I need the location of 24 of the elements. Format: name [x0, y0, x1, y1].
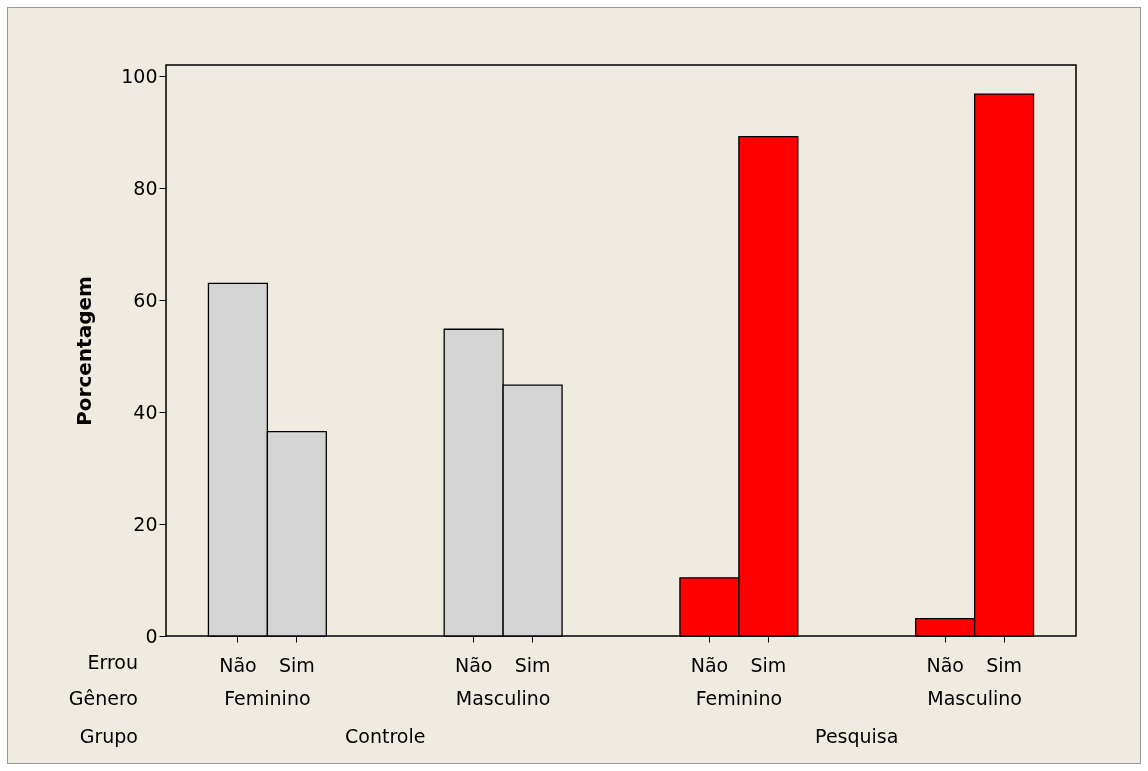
text: Grupo — [79, 725, 138, 747]
y-tick-label: 80 — [133, 176, 158, 199]
y-axis-title: Porcentagem — [72, 276, 97, 426]
x-tick-label: Não — [454, 653, 493, 676]
x-tick-label: Não — [926, 653, 964, 676]
x-tick-label: Sim — [986, 653, 1023, 676]
text: Gênero — [68, 687, 138, 709]
text: Pesquisa — [815, 725, 899, 747]
x-tick-label: Não — [690, 653, 729, 676]
y-tick-label: 40 — [133, 400, 158, 423]
x-tick-label: Sim — [750, 653, 787, 676]
x-tick-label: Não — [219, 653, 257, 676]
text: Feminino — [695, 687, 783, 709]
y-tick-label: 100 — [121, 64, 158, 87]
text: Feminino — [224, 687, 311, 709]
text: Controle — [345, 725, 426, 747]
x-tick-label: Sim — [278, 653, 315, 676]
x-tick-label: Sim — [514, 653, 551, 676]
y-tick-label: 60 — [133, 288, 158, 311]
y-tick-label: 0 — [145, 624, 158, 647]
text: Errou — [87, 651, 138, 673]
text: Masculino — [927, 687, 1022, 709]
y-tick-label: 20 — [133, 512, 158, 535]
text: Masculino — [455, 687, 551, 709]
